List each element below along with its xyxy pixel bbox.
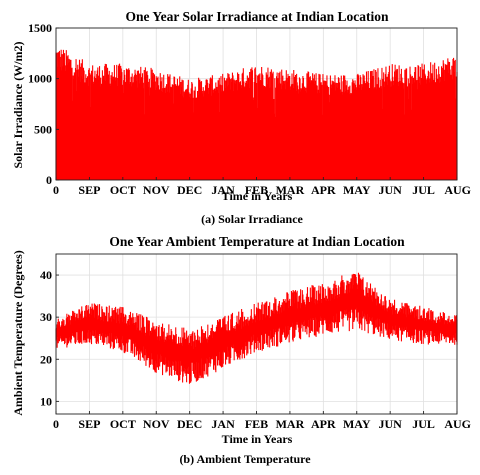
solar-irradiance-chart: One Year Solar Irradiance at Indian Loca… — [11, 9, 471, 226]
x-tick-label: SEP — [78, 183, 100, 197]
x-tick-label: SEP — [78, 417, 100, 431]
x-tick-label: 0 — [53, 183, 59, 197]
x-tick-label: JUN — [378, 417, 402, 431]
x-tick-label: MAR — [276, 183, 305, 197]
y-tick-label: 30 — [40, 310, 52, 324]
x-tick-label: APR — [311, 417, 336, 431]
x-axis-label: Time in Years — [222, 432, 293, 446]
x-tick-label: JUL — [412, 183, 435, 197]
y-tick-label: 1000 — [28, 72, 52, 86]
x-axis: 0 SEP OCT NOV DEC JAN FEB MAR APR MAY JUN JUL AUG — [53, 411, 471, 431]
chart-title: One Year Ambient Temperature at Indian L… — [109, 234, 405, 249]
x-tick-label: JAN — [211, 417, 235, 431]
x-tick-label: AUG — [444, 417, 471, 431]
x-tick-label: AUG — [444, 183, 471, 197]
y-tick-label: 500 — [34, 122, 52, 136]
y-axis: 10 20 30 40 — [40, 268, 59, 408]
y-tick-label: 0 — [46, 173, 52, 187]
x-axis-label: Time in Years — [222, 189, 293, 203]
x-tick-label: DEC — [177, 417, 202, 431]
x-tick-label: JAN — [211, 183, 235, 197]
y-axis: 0 500 1000 1500 — [28, 21, 59, 187]
x-tick-label: APR — [311, 183, 336, 197]
y-tick-label: 10 — [40, 394, 52, 408]
x-tick-label: JUN — [378, 183, 402, 197]
y-tick-label: 20 — [40, 352, 52, 366]
figure-caption: (a) Solar Irradiance — [201, 212, 303, 226]
y-axis-label: Ambient Temperature (Degrees) — [11, 250, 25, 416]
x-tick-label: DEC — [177, 183, 202, 197]
x-tick-label: NOV — [143, 417, 170, 431]
x-tick-label: OCT — [110, 417, 136, 431]
x-tick-label: FEB — [245, 417, 268, 431]
x-tick-label: OCT — [110, 183, 136, 197]
x-tick-label: MAR — [276, 417, 305, 431]
x-axis: 0 SEP OCT NOV DEC JAN FEB MAR APR MAY JUN JUL AUG — [53, 177, 471, 197]
y-tick-label: 40 — [40, 268, 52, 282]
x-tick-label: 0 — [53, 417, 59, 431]
x-tick-label: MAY — [343, 183, 371, 197]
chart-title: One Year Solar Irradiance at Indian Loca… — [125, 9, 389, 24]
y-axis-label: Solar Irradiance (W/m2) — [11, 41, 25, 168]
x-tick-label: MAY — [343, 417, 371, 431]
x-tick-label: JUL — [412, 417, 435, 431]
figure-caption: (b) Ambient Temperature — [179, 452, 311, 466]
ambient-temperature-chart: One Year Ambient Temperature at Indian L… — [11, 234, 471, 466]
x-tick-label: FEB — [245, 183, 268, 197]
x-tick-label: NOV — [143, 183, 170, 197]
y-tick-label: 1500 — [28, 21, 52, 35]
